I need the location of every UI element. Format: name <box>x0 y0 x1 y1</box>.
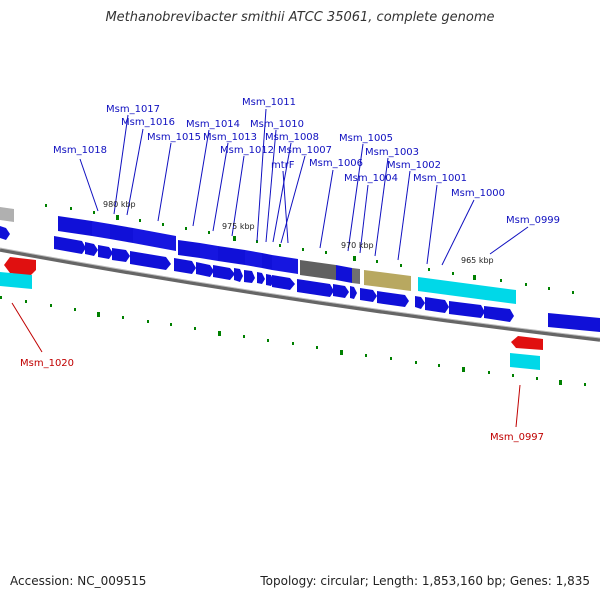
gene-red-right <box>511 336 543 350</box>
gene-label[interactable]: Msm_0999 <box>506 215 560 226</box>
gene-label[interactable]: Msm_1000 <box>451 188 505 199</box>
red-leader-right <box>515 384 521 428</box>
gene-label[interactable]: Msm_1012 <box>220 145 274 156</box>
red-leader-left <box>11 302 43 353</box>
gene-block <box>218 246 245 265</box>
gene-block <box>110 224 133 243</box>
gene-red-left <box>4 257 36 276</box>
accession-text: Accession: NC_009515 <box>10 574 147 588</box>
gene-label[interactable]: Msm_1004 <box>344 173 398 184</box>
genome-backbone <box>0 248 600 342</box>
gene-block <box>133 228 176 251</box>
gene-label[interactable]: Msm_1016 <box>121 117 175 128</box>
gene-block <box>336 265 352 283</box>
gene-block <box>200 243 218 261</box>
gene-grey <box>300 260 336 280</box>
scale-label: 975 kbp <box>222 222 255 231</box>
gene-label-highlight[interactable]: Msm_1020 <box>20 358 74 369</box>
scale-label: 965 kbp <box>461 256 494 265</box>
gene-label[interactable]: Msm_1007 <box>278 145 332 156</box>
gene-rrna <box>418 277 516 304</box>
gene-label[interactable]: Msm_1017 <box>106 104 160 115</box>
gene-cyan-right <box>510 353 540 370</box>
gene-block <box>92 221 110 239</box>
map-title: Methanobrevibacter smithii ATCC 35061, c… <box>105 10 495 25</box>
scale-label: 980 kbp <box>103 200 136 209</box>
gene-block <box>245 250 262 268</box>
gene-label-highlight[interactable]: Msm_0997 <box>490 432 544 443</box>
gene-block <box>178 240 200 258</box>
gene-olive <box>364 270 411 291</box>
gene-label[interactable]: Msm_1014 <box>186 119 240 130</box>
gene-label[interactable]: Msm_1018 <box>53 145 107 156</box>
gene-label[interactable]: Msm_1002 <box>387 160 441 171</box>
inner-tick-marks <box>0 296 586 386</box>
upper-gene-row <box>0 207 600 332</box>
gene-block <box>262 253 272 270</box>
gene-block <box>58 216 92 236</box>
gene-label[interactable]: Msm_1015 <box>147 132 201 143</box>
gene-label[interactable]: mtrF <box>271 160 295 171</box>
topology-text: Topology: circular; Length: 1,853,160 bp… <box>260 574 590 588</box>
gene-label[interactable]: Msm_1006 <box>309 158 363 169</box>
gene-block <box>548 313 600 332</box>
lower-gene-row <box>0 226 514 322</box>
blue-leader-lines <box>79 108 529 266</box>
gene-label[interactable]: Msm_1013 <box>203 132 257 143</box>
gene-label[interactable]: Msm_1010 <box>250 119 304 130</box>
gene-cyan-left <box>0 272 32 289</box>
gene-label[interactable]: Msm_1003 <box>365 147 419 158</box>
gene-label[interactable]: Msm_1001 <box>413 173 467 184</box>
scale-label: 970 kbp <box>341 241 374 250</box>
gene-label[interactable]: Msm_1005 <box>339 133 393 144</box>
gene-grey-small <box>352 268 360 284</box>
outer-tick-marks <box>45 204 574 294</box>
gene-label[interactable]: Msm_1011 <box>242 97 296 108</box>
gene-label[interactable]: Msm_1008 <box>265 132 319 143</box>
gene-grey-left <box>0 207 14 222</box>
gene-block <box>272 255 298 274</box>
